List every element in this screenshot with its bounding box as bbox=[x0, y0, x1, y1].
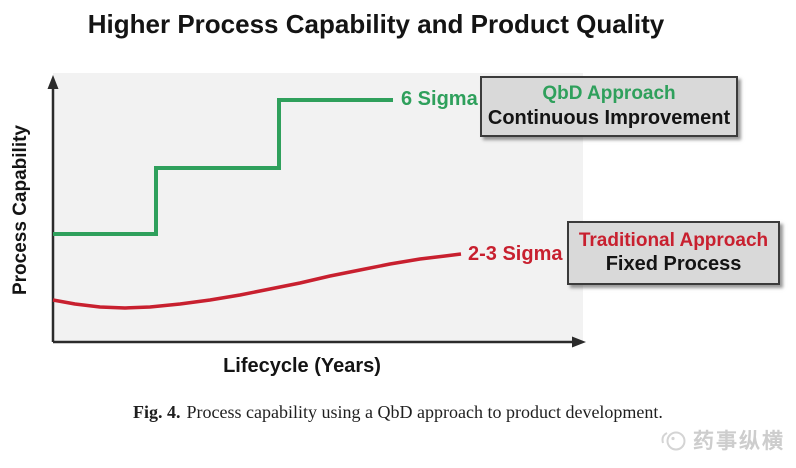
qbd-callout-subtitle: Continuous Improvement bbox=[487, 106, 731, 129]
qbd-line bbox=[53, 98, 393, 236]
traditional-callout-box: Traditional Approach Fixed Process bbox=[567, 221, 780, 285]
chart-title: Higher Process Capability and Product Qu… bbox=[87, 9, 665, 39]
traditional-callout-title: Traditional Approach bbox=[578, 229, 769, 251]
qbd-callout-title: QbD Approach bbox=[542, 83, 676, 105]
qbd-line-label: 6 Sigma bbox=[401, 88, 478, 110]
series-lines bbox=[52, 98, 462, 310]
axes bbox=[51, 86, 574, 344]
figure-caption-label: Fig. 4. bbox=[133, 402, 181, 422]
qbd-callout-box: QbD Approach Continuous Improvement bbox=[480, 76, 738, 137]
y-axis-arrow-icon bbox=[47, 75, 59, 89]
traditional-line-label: 2-3 Sigma bbox=[468, 243, 563, 265]
figure-caption-text: Process capability using a QbD approach … bbox=[186, 402, 663, 422]
traditional-line bbox=[52, 252, 462, 310]
watermark-logo-icon bbox=[661, 431, 686, 451]
y-axis-label: Process Capability bbox=[10, 124, 31, 296]
figure-caption: Fig. 4. Process capability using a QbD ap… bbox=[0, 402, 796, 423]
x-axis-arrow-icon bbox=[572, 336, 586, 348]
watermark-text: 药事纵横 bbox=[693, 430, 785, 453]
traditional-callout-subtitle: Fixed Process bbox=[605, 253, 742, 276]
x-axis-label: Lifecycle (Years) bbox=[223, 355, 381, 377]
watermark: 药事纵横 bbox=[660, 425, 785, 455]
